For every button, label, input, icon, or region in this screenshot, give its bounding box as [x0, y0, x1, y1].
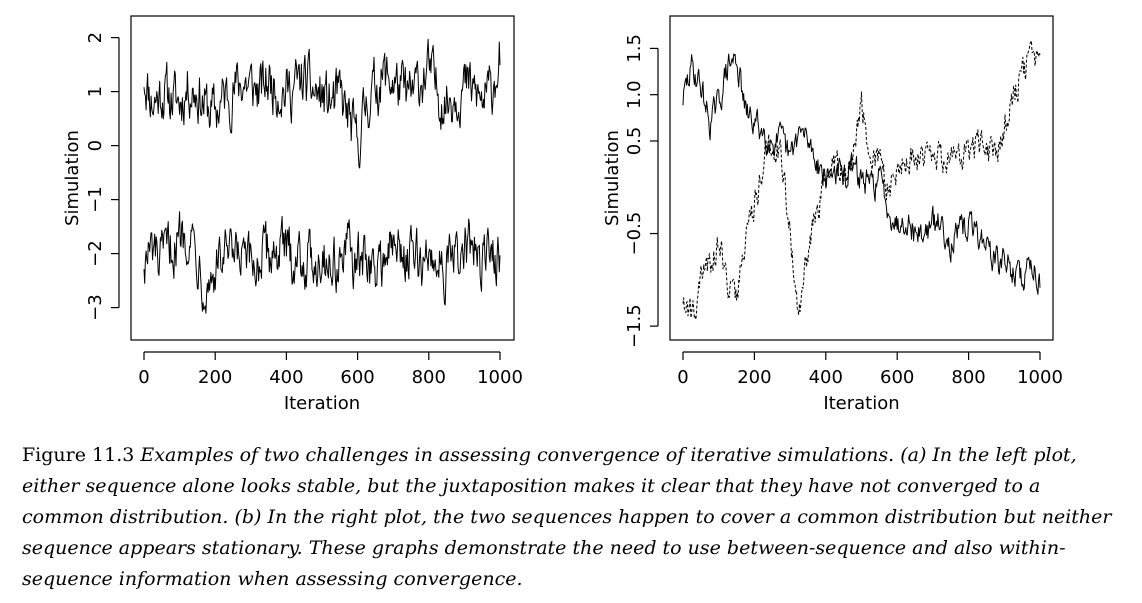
x-tick-label: 0	[138, 367, 149, 388]
x-axis-label: Iteration	[823, 393, 899, 414]
y-tick-label: −3	[85, 294, 106, 321]
y-tick-label: −0.5	[624, 212, 645, 256]
figure-label: Figure 11.3	[22, 444, 135, 466]
figure-charts: 0 200 400 600 800 1000 Iteration −3 −2 −1 0 1 2 Simul…	[62, 15, 1063, 414]
x-axis-label: Iteration	[284, 393, 360, 414]
x-tick-label: 200	[198, 367, 232, 388]
y-tick-label: −1.5	[624, 304, 645, 348]
series-line-1	[682, 53, 1041, 295]
x-tick-label: 400	[269, 367, 303, 388]
y-axis: −1.5 −0.5 0.5 1.0 1.5 Simulation	[602, 34, 659, 348]
caption-text: Examples of two challenges in assessing …	[22, 444, 1112, 590]
x-tick-label: 600	[880, 367, 914, 388]
x-tick-label: 200	[737, 367, 771, 388]
y-axis: −3 −2 −1 0 1 2 Simulation	[62, 32, 120, 321]
y-tick-label: −2	[85, 240, 106, 267]
x-axis: 0 200 400 600 800 1000 Iteration	[138, 351, 523, 414]
y-tick-label: −1	[85, 186, 106, 213]
y-tick-label: 1	[85, 86, 106, 97]
y-tick-label: 1.0	[624, 80, 645, 109]
x-tick-label: 800	[412, 367, 446, 388]
right-chart: 0 200 400 600 800 1000 Iteration −1.5 −0.5 0.5 1.0…	[602, 15, 1063, 414]
x-tick-label: 1000	[1017, 367, 1063, 388]
x-tick-label: 0	[677, 367, 688, 388]
y-tick-label: 2	[85, 32, 106, 43]
x-tick-label: 600	[340, 367, 374, 388]
x-tick-label: 800	[951, 367, 985, 388]
figure-caption: Figure 11.3 Examples of two challenges i…	[22, 440, 1122, 595]
y-tick-label: 0.5	[624, 127, 645, 156]
plot-frame	[130, 15, 515, 341]
x-tick-label: 1000	[477, 367, 523, 388]
y-tick-label: 0	[85, 140, 106, 151]
left-chart: 0 200 400 600 800 1000 Iteration −3 −2 −1 0 1 2 Simul…	[62, 15, 523, 414]
y-axis-label: Simulation	[602, 130, 623, 226]
x-axis: 0 200 400 600 800 1000 Iteration	[677, 351, 1063, 414]
y-tick-label: 1.5	[624, 34, 645, 63]
x-tick-label: 400	[809, 367, 843, 388]
series-line-2	[143, 211, 501, 314]
y-axis-label: Simulation	[62, 130, 83, 226]
plot-frame	[669, 15, 1054, 341]
series-line-2	[682, 40, 1041, 321]
series-line-1	[143, 38, 501, 169]
